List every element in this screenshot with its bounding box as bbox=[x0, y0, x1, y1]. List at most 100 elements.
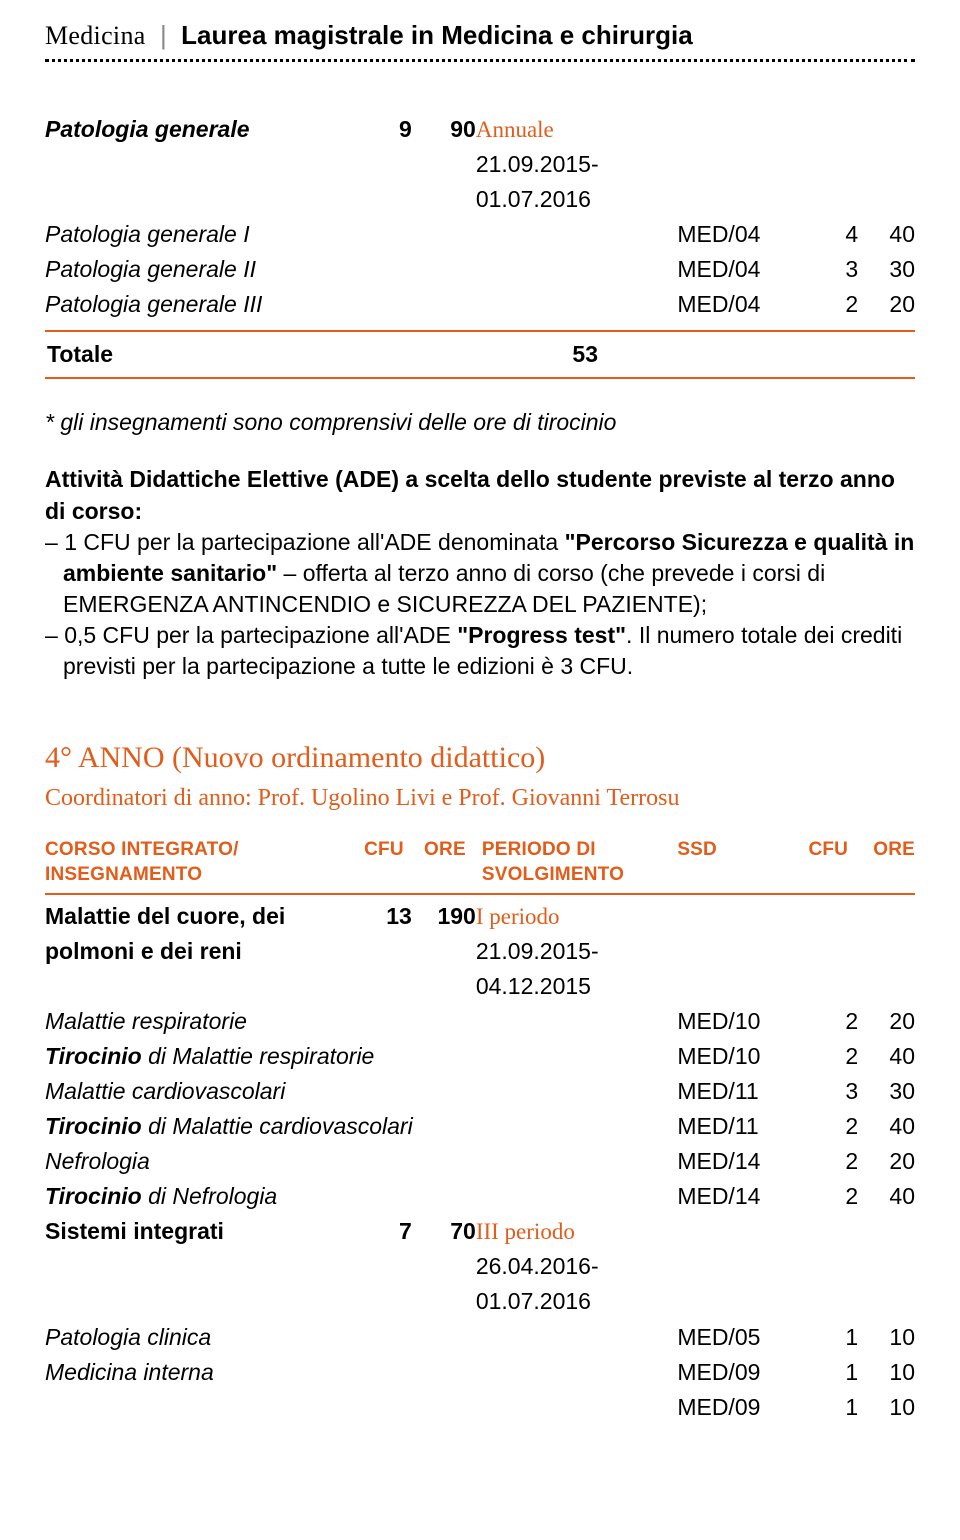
course-ore2: 10 bbox=[858, 1390, 915, 1425]
ade-text: 0,5 CFU per la partecipazione all'ADE bbox=[64, 622, 457, 648]
th-text: INSEGNAMENTO bbox=[45, 864, 202, 885]
period-dates: 21.09.2015- bbox=[476, 147, 677, 182]
course-ssd bbox=[677, 1284, 796, 1319]
table-row: Tirocinio di NefrologiaMED/14240 bbox=[45, 1179, 915, 1214]
table-row: Medicina internaMED/09110 bbox=[45, 1355, 915, 1390]
top-course-table: Patologia generale 9 90 Annuale 21.09.20… bbox=[45, 112, 915, 322]
course-ssd bbox=[677, 969, 796, 1004]
course-period: III periodo bbox=[476, 1214, 677, 1249]
course-cfu bbox=[350, 934, 412, 969]
th-ore2: ORE bbox=[858, 837, 915, 893]
list-item: 0,5 CFU per la partecipazione all'ADE "P… bbox=[45, 620, 915, 682]
course-name bbox=[45, 1390, 677, 1425]
course-ore2 bbox=[858, 934, 915, 969]
course-ssd bbox=[677, 899, 796, 934]
course-ore2: 40 bbox=[858, 1179, 915, 1214]
course-name: Sistemi integrati bbox=[45, 1214, 350, 1249]
course-cfu2: 2 bbox=[796, 1004, 858, 1039]
table-row: Tirocinio di Malattie respiratorieMED/10… bbox=[45, 1039, 915, 1074]
table-row: Malattie del cuore, dei13190I periodo bbox=[45, 899, 915, 934]
course-ssd bbox=[677, 934, 796, 969]
course-cfu bbox=[350, 969, 412, 1004]
course-name: Patologia clinica bbox=[45, 1320, 677, 1355]
table-row: 01.07.2016 bbox=[45, 1284, 915, 1319]
course-name: Nefrologia bbox=[45, 1144, 677, 1179]
table-row: Tirocinio di Malattie cardiovascolariMED… bbox=[45, 1109, 915, 1144]
course-cfu bbox=[350, 1249, 412, 1284]
ade-block: Attività Didattiche Elettive (ADE) a sce… bbox=[45, 464, 915, 681]
course-cfu: 13 bbox=[350, 899, 412, 934]
course-cfu2 bbox=[796, 1249, 858, 1284]
table-row: 21.09.2015- bbox=[45, 147, 915, 182]
course-name bbox=[45, 969, 350, 1004]
th-text: SVOLGIMENTO bbox=[482, 864, 624, 885]
table-row: polmoni e dei reni21.09.2015- bbox=[45, 934, 915, 969]
course-ore2: 10 bbox=[858, 1320, 915, 1355]
year-title: 4° ANNO (Nuovo ordinamento didattico) bbox=[45, 738, 915, 779]
course-ore2 bbox=[858, 1284, 915, 1319]
course-ore2 bbox=[858, 899, 915, 934]
course-ore bbox=[412, 1284, 476, 1319]
course-cfu2: 1 bbox=[796, 1320, 858, 1355]
footnote: * gli insegnamenti sono comprensivi dell… bbox=[45, 407, 915, 438]
course-name: Malattie del cuore, dei bbox=[45, 899, 350, 934]
course-name: Patologia generale III bbox=[45, 287, 677, 322]
table-row: Patologia generale I MED/04 4 40 bbox=[45, 217, 915, 252]
course-cfu2 bbox=[796, 969, 858, 1004]
year-subtitle: Coordinatori di anno: Prof. Ugolino Livi… bbox=[45, 782, 915, 814]
th-text: PERIODO DI bbox=[482, 839, 596, 860]
th-corso: CORSO INTEGRATO/ INSEGNAMENTO bbox=[45, 837, 350, 893]
course-ore bbox=[412, 969, 476, 1004]
table-row: 04.12.2015 bbox=[45, 969, 915, 1004]
course-name: Patologia generale bbox=[45, 116, 250, 142]
course-cfu2: 3 bbox=[796, 1074, 858, 1109]
course-ore2: 40 bbox=[858, 1109, 915, 1144]
course-ore2: 40 bbox=[858, 1039, 915, 1074]
course-cfu2: 2 bbox=[796, 1039, 858, 1074]
table-row: Patologia clinicaMED/05110 bbox=[45, 1320, 915, 1355]
course-ssd: MED/09 bbox=[677, 1390, 796, 1425]
year-table-header: CORSO INTEGRATO/ INSEGNAMENTO CFU ORE PE… bbox=[45, 837, 915, 895]
course-cfu2: 2 bbox=[796, 1109, 858, 1144]
course-ore2: 10 bbox=[858, 1355, 915, 1390]
course-name: Patologia generale I bbox=[45, 217, 677, 252]
course-period: I periodo bbox=[476, 899, 677, 934]
course-ssd: MED/04 bbox=[677, 252, 796, 287]
th-cfu2: CFU bbox=[796, 837, 858, 893]
header-separator: | bbox=[152, 20, 175, 50]
course-ore2: 30 bbox=[858, 252, 915, 287]
course-name: Tirocinio di Malattie respiratorie bbox=[45, 1039, 677, 1074]
course-ore2: 40 bbox=[858, 217, 915, 252]
th-ore: ORE bbox=[412, 837, 476, 893]
course-cfu2 bbox=[796, 1284, 858, 1319]
course-ssd: MED/05 bbox=[677, 1320, 796, 1355]
course-ore2: 20 bbox=[858, 1004, 915, 1039]
totale-label: Totale bbox=[47, 339, 187, 370]
course-name: Patologia generale II bbox=[45, 252, 677, 287]
course-ssd: MED/14 bbox=[677, 1179, 796, 1214]
table-row: NefrologiaMED/14220 bbox=[45, 1144, 915, 1179]
ade-title: Attività Didattiche Elettive (ADE) a sce… bbox=[45, 464, 915, 526]
list-item: 1 CFU per la partecipazione all'ADE deno… bbox=[45, 527, 915, 620]
course-cfu2 bbox=[796, 899, 858, 934]
course-ssd: MED/09 bbox=[677, 1355, 796, 1390]
course-ssd bbox=[677, 1249, 796, 1284]
ade-text: 1 CFU per la partecipazione all'ADE deno… bbox=[64, 529, 564, 555]
course-ssd bbox=[677, 1214, 796, 1249]
course-ore2 bbox=[858, 1214, 915, 1249]
ade-list: 1 CFU per la partecipazione all'ADE deno… bbox=[45, 527, 915, 682]
table-row: Patologia generale II MED/04 3 30 bbox=[45, 252, 915, 287]
table-row: 26.04.2016- bbox=[45, 1249, 915, 1284]
th-ssd: SSD bbox=[677, 837, 796, 893]
header-degree: Laurea magistrale in Medicina e chirurgi… bbox=[181, 20, 693, 50]
totale-row: Totale 53 bbox=[45, 330, 915, 379]
course-name: polmoni e dei reni bbox=[45, 934, 350, 969]
th-text: CORSO INTEGRATO/ bbox=[45, 839, 239, 860]
th-period: PERIODO DI SVOLGIMENTO bbox=[476, 837, 677, 893]
course-name: Malattie respiratorie bbox=[45, 1004, 677, 1039]
course-ore bbox=[412, 1249, 476, 1284]
course-period: 01.07.2016 bbox=[476, 1284, 677, 1319]
period-dates: 01.07.2016 bbox=[476, 182, 677, 217]
course-period: Annuale bbox=[476, 112, 677, 147]
header-brand: Medicina bbox=[45, 21, 146, 50]
